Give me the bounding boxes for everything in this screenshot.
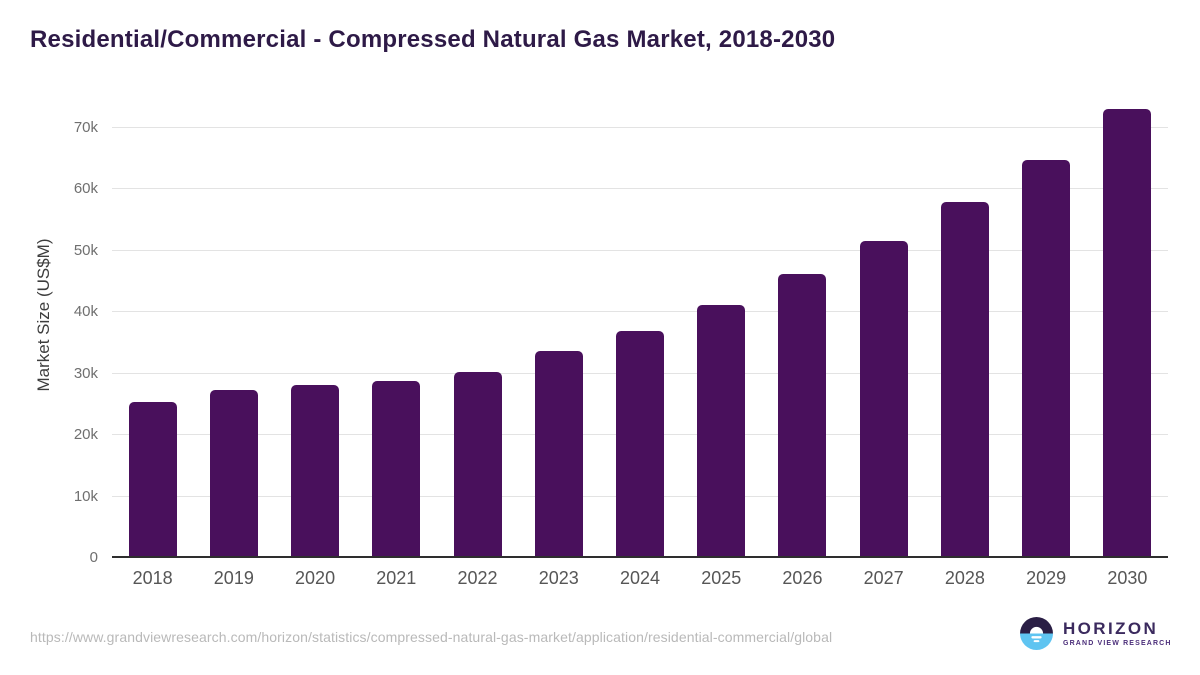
x-tick-label-2020: 2020 [295, 568, 336, 588]
y-tick-label-20k: 20k [73, 426, 98, 444]
bar-2023[interactable] [534, 351, 583, 556]
x-tick-label-2030: 2030 [1107, 568, 1148, 588]
bar-2026[interactable] [778, 274, 827, 556]
y-tick-label-10k: 10k [73, 487, 98, 505]
x-tick-label-2023: 2023 [538, 568, 579, 588]
plot-area [112, 0, 1168, 558]
gridline-60k [112, 188, 1168, 190]
bar-2019[interactable] [209, 389, 258, 556]
gridline-70k [112, 127, 1168, 128]
x-tick-label-2018: 2018 [132, 568, 173, 588]
y-tick-label-40k: 40k [73, 303, 98, 321]
x-tick-label-2026: 2026 [782, 568, 823, 588]
bar-2025[interactable] [697, 304, 746, 556]
gridline-40k [112, 311, 1168, 313]
bar-2022[interactable] [453, 371, 502, 556]
horizon-logo-icon [1020, 617, 1053, 650]
x-tick-label-2019: 2019 [213, 568, 254, 588]
x-tick-label-2027: 2027 [863, 568, 904, 588]
x-tick-label-2029: 2029 [1026, 568, 1067, 588]
chart-title: Residential/Commercial - Compressed Natu… [30, 26, 836, 53]
x-tick-label-2024: 2024 [619, 568, 660, 588]
horizon-logo[interactable]: HORIZON GRAND VIEW RESEARCH [1019, 616, 1172, 651]
source-url: https://www.grandviewresearch.com/horizo… [30, 629, 833, 645]
y-tick-label-50k: 50k [73, 241, 98, 259]
gridline-50k [112, 249, 1168, 251]
bar-2020[interactable] [291, 384, 340, 556]
y-tick-label-70k: 70k [73, 119, 98, 136]
horizon-logo-subtitle: GRAND VIEW RESEARCH [1063, 640, 1172, 647]
bar-2030[interactable] [1103, 109, 1152, 556]
y-tick-label-60k: 60k [73, 180, 98, 198]
bar-2029[interactable] [1022, 159, 1071, 556]
x-tick-label-2021: 2021 [376, 568, 417, 588]
x-tick-label-2022: 2022 [457, 568, 498, 588]
x-tick-label-2025: 2025 [701, 568, 742, 588]
bar-2024[interactable] [616, 330, 664, 556]
x-tick-label-2028: 2028 [944, 568, 985, 588]
y-tick-label-0: 0 [89, 549, 98, 566]
bar-2027[interactable] [859, 240, 908, 556]
horizon-logo-text: HORIZON GRAND VIEW RESEARCH [1063, 619, 1172, 648]
y-tick-label-30k: 30k [73, 364, 98, 382]
bar-2028[interactable] [940, 202, 989, 556]
bar-2021[interactable] [372, 380, 421, 556]
horizon-logo-name: HORIZON [1063, 619, 1159, 638]
x-axis-line [112, 556, 1168, 558]
bar-2018[interactable] [128, 402, 177, 556]
